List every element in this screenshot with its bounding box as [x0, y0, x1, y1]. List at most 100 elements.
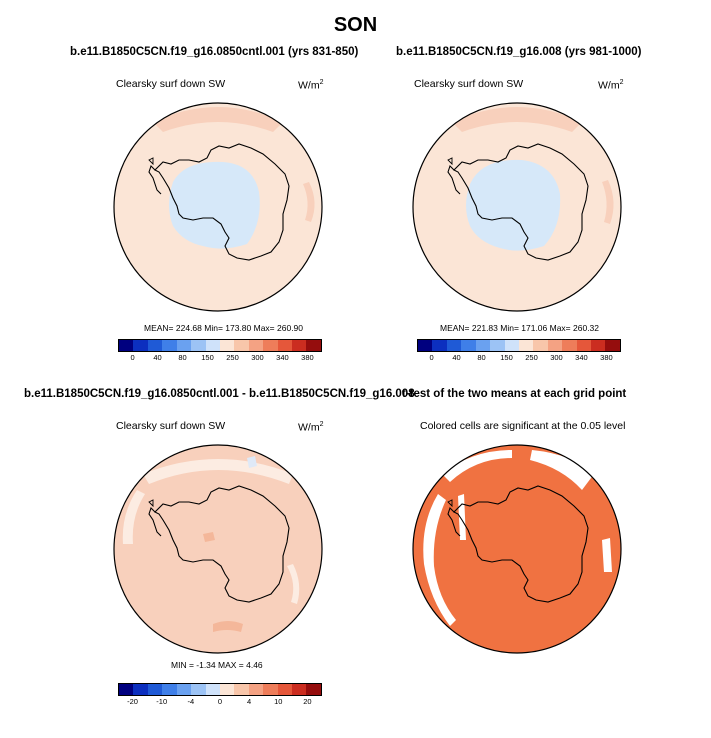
colorbar-cell — [162, 340, 177, 351]
colorbar-tick-label: 10 — [274, 697, 283, 706]
antarctica-coastline — [453, 143, 589, 261]
colorbar-cell — [591, 340, 606, 351]
colorbar-cell — [147, 684, 163, 695]
colorbar-cell — [547, 340, 563, 351]
panel-2-colorbar-ticks: 0 40 80 150 250 300 340 380 — [417, 353, 621, 365]
map-field — [413, 445, 621, 653]
colorbar-cell — [205, 340, 220, 351]
panel-1-units: W/m2 — [298, 79, 324, 92]
negative-diff-cell — [247, 456, 257, 468]
colorbar-cell — [191, 684, 206, 695]
antarctica-coastline — [154, 143, 290, 261]
colorbar-cell — [176, 684, 192, 695]
colorbar-cell — [306, 684, 321, 695]
page-title: SON — [333, 14, 378, 36]
colorbar-tick-label: 0 — [130, 353, 135, 362]
panel-1-colorbar-ticks: 0 40 80 150 250 300 340 380 — [118, 353, 322, 365]
panel-3-colorbar-ticks: -20 -10 -4 0 4 10 20 — [118, 697, 322, 709]
colorbar-tick-label: 0 — [429, 353, 434, 362]
high-sw-band — [153, 107, 283, 132]
colorbar-cell — [176, 340, 192, 351]
high-sw-band — [452, 107, 582, 132]
colorbar-cell — [490, 340, 505, 351]
panel-1-colorbar — [118, 339, 322, 352]
colorbar-cell — [191, 340, 206, 351]
antarctic-peninsula — [148, 506, 162, 537]
colorbar-tick-label: 300 — [550, 353, 563, 362]
colorbar-cell — [475, 340, 491, 351]
panel-2-variable-label: Clearsky surf down SW — [414, 78, 524, 90]
colorbar-tick-label: -10 — [156, 697, 168, 706]
panel-3-colorbar — [118, 683, 322, 696]
not-significant-cells — [602, 538, 612, 572]
not-significant-cells — [442, 450, 512, 482]
panel-4-title: t-test of the two means at each grid poi… — [402, 388, 627, 400]
colorbar-tick-label: 340 — [575, 353, 588, 362]
colorbar-tick-label: 250 — [525, 353, 538, 362]
colorbar-cell — [418, 340, 433, 351]
colorbar-cell — [518, 340, 534, 351]
panel-1-stats: MEAN= 224.68 Min= 173.80 Max= 260.90 — [144, 323, 304, 333]
colorbar-cell — [306, 340, 321, 351]
colorbar-tick-label: 80 — [178, 353, 187, 362]
map-boundary-circle — [412, 102, 622, 312]
colorbar-cell — [219, 684, 235, 695]
map-field — [114, 445, 322, 653]
island-outline — [447, 499, 453, 508]
larger-diff-patch — [203, 532, 215, 542]
colorbar-cell — [263, 340, 278, 351]
island-outline — [148, 499, 154, 508]
colorbar-tick-label: 380 — [600, 353, 613, 362]
map-boundary-circle — [113, 444, 323, 654]
not-significant-cells — [423, 494, 456, 626]
antarctic-peninsula — [148, 164, 162, 195]
colorbar-cell — [504, 340, 519, 351]
high-sw-patch — [303, 182, 315, 222]
panel-1-variable-label: Clearsky surf down SW — [116, 78, 226, 90]
colorbar-cell — [162, 684, 177, 695]
small-diff-band-west — [122, 490, 145, 544]
panel-2-stats: MEAN= 221.83 Min= 171.06 Max= 260.32 — [440, 323, 600, 333]
colorbar-tick-label: 150 — [201, 353, 214, 362]
colorbar-cell — [292, 684, 307, 695]
antarctic-peninsula — [447, 164, 461, 195]
colorbar-cell — [533, 340, 548, 351]
colorbar-cell — [605, 340, 620, 351]
colorbar-tick-label: 340 — [276, 353, 289, 362]
colorbar-cell — [205, 684, 220, 695]
panel-1-title: b.e11.B1850C5CN.f19_g16.0850cntl.001 (yr… — [70, 46, 359, 58]
colorbar-cell — [234, 684, 249, 695]
colorbar-cell — [119, 340, 134, 351]
map-field — [114, 103, 322, 311]
colorbar-cell — [119, 684, 134, 695]
colorbar-cell — [219, 340, 235, 351]
colorbar-cell — [292, 340, 307, 351]
panel-2-title: b.e11.B1850C5CN.f19_g16.008 (yrs 981-100… — [396, 46, 642, 58]
map-boundary-circle — [113, 102, 323, 312]
antarctica-coastline — [154, 485, 290, 603]
colorbar-cell — [133, 684, 148, 695]
colorbar-cell — [277, 684, 293, 695]
island-outline — [447, 157, 453, 166]
panel-3-title: b.e11.B1850C5CN.f19_g16.0850cntl.001 - b… — [24, 388, 415, 400]
colorbar-tick-label: -4 — [187, 697, 195, 706]
panel-4-variable-label: Colored cells are significant at the 0.0… — [420, 420, 626, 432]
colorbar-cell — [576, 340, 592, 351]
colorbar-cell — [446, 340, 462, 351]
colorbar-tick-label: 4 — [247, 697, 252, 706]
colorbar-cell — [461, 340, 476, 351]
colorbar-tick-label: 0 — [217, 697, 223, 706]
colorbar-tick-label: 40 — [452, 353, 461, 362]
panel-1-map — [113, 102, 323, 312]
small-diff-band-east — [287, 564, 300, 604]
colorbar-tick-label: 380 — [301, 353, 314, 362]
island-outline — [148, 157, 154, 166]
colorbar-cell — [263, 684, 278, 695]
larger-diff-patch — [213, 621, 243, 632]
low-sw-region — [466, 159, 561, 251]
colorbar-tick-label: 20 — [303, 697, 312, 706]
colorbar-cell — [248, 684, 264, 695]
colorbar-tick-label: -20 — [127, 697, 138, 706]
panel-2-colorbar — [417, 339, 621, 352]
panel-3-stats: MIN = -1.34 MAX = 4.46 — [171, 660, 263, 670]
